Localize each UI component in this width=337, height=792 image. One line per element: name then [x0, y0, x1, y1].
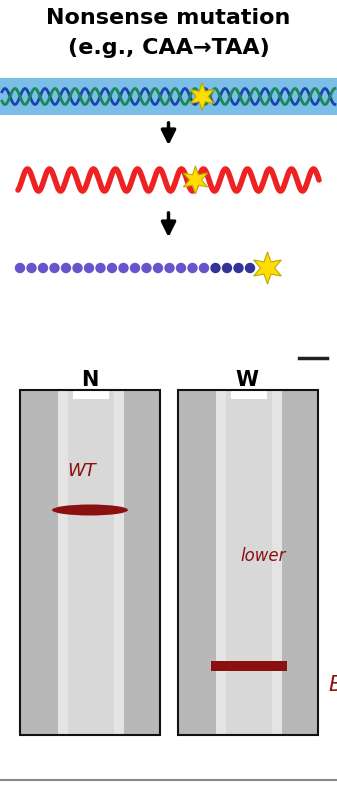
Circle shape: [142, 264, 151, 272]
Bar: [73, 390, 109, 399]
Bar: [231, 390, 267, 399]
Text: N: N: [81, 370, 99, 390]
Circle shape: [108, 264, 117, 272]
Circle shape: [211, 264, 220, 272]
Circle shape: [96, 264, 105, 272]
Circle shape: [73, 264, 82, 272]
Bar: [20, 390, 160, 735]
Text: WT: WT: [68, 462, 96, 480]
Bar: [178, 390, 318, 735]
Circle shape: [130, 264, 140, 272]
Bar: [178, 390, 318, 735]
Circle shape: [153, 264, 162, 272]
Circle shape: [16, 264, 25, 272]
Circle shape: [165, 264, 174, 272]
Circle shape: [177, 264, 185, 272]
Circle shape: [245, 264, 254, 272]
Text: B: B: [328, 675, 337, 695]
Bar: [211, 661, 287, 671]
Ellipse shape: [52, 505, 128, 516]
Circle shape: [119, 264, 128, 272]
Bar: [58, 390, 124, 735]
Circle shape: [38, 264, 48, 272]
Circle shape: [85, 264, 93, 272]
Text: (e.g., CAA→TAA): (e.g., CAA→TAA): [68, 38, 269, 58]
Polygon shape: [183, 166, 208, 194]
Polygon shape: [254, 252, 281, 284]
Bar: [226, 390, 272, 735]
Circle shape: [222, 264, 232, 272]
Polygon shape: [190, 82, 214, 111]
Circle shape: [50, 264, 59, 272]
Circle shape: [234, 264, 243, 272]
Bar: [0, 78, 337, 115]
Circle shape: [188, 264, 197, 272]
Circle shape: [61, 264, 70, 272]
Text: lower: lower: [240, 547, 286, 565]
Text: Nonsense mutation: Nonsense mutation: [46, 8, 291, 28]
Bar: [20, 390, 160, 735]
Circle shape: [200, 264, 209, 272]
Bar: [68, 390, 114, 735]
Text: W: W: [236, 370, 258, 390]
Bar: [216, 390, 282, 735]
Circle shape: [27, 264, 36, 272]
